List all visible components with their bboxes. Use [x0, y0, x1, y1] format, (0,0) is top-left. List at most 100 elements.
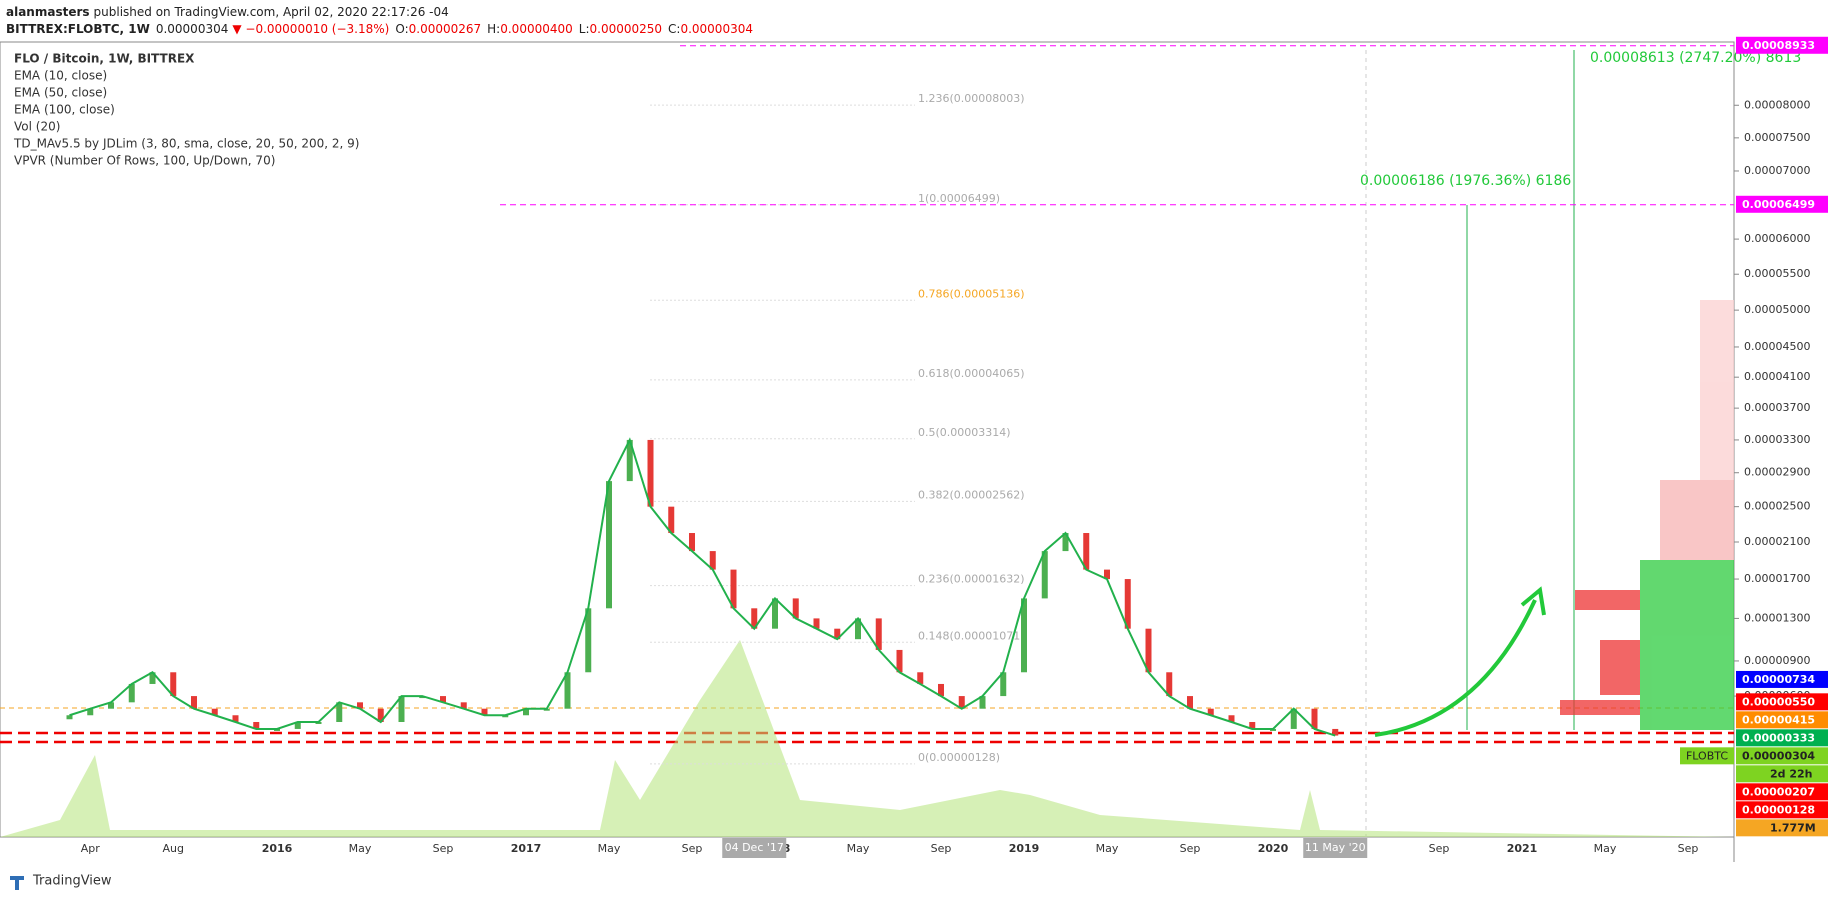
header-part: 0.00000250	[590, 22, 663, 36]
candle	[626, 439, 633, 482]
fib-label: 1(0.00006499)	[918, 192, 1000, 205]
candle	[813, 618, 820, 629]
price-badge	[1736, 711, 1828, 729]
price-badge	[1736, 783, 1828, 801]
legend-line: EMA (100, close)	[14, 103, 115, 117]
x-tick-label: 2016	[262, 842, 293, 855]
y-tick-label: 0.00001300	[1744, 611, 1810, 624]
price-badge	[1736, 729, 1828, 747]
price-badge	[1736, 819, 1828, 837]
y-tick-label: 0.00002900	[1744, 466, 1810, 479]
vp-up	[1640, 560, 1734, 730]
candle	[606, 481, 612, 609]
price-badge-label: 0.00000550	[1742, 695, 1815, 708]
candle	[938, 683, 944, 697]
time-flag-bg	[722, 838, 787, 858]
price-badge-label: 0.00000128	[1742, 803, 1815, 816]
vp-down	[1600, 640, 1640, 695]
price-badge-label: 0.00000734	[1742, 673, 1815, 686]
candle	[440, 696, 446, 703]
candle	[211, 708, 218, 716]
fib-label: 0.382(0.00002562)	[918, 488, 1025, 501]
candle	[232, 715, 239, 722]
x-tick-label: Sep	[931, 842, 952, 855]
x-tick-label: 2021	[1507, 842, 1538, 855]
candle	[689, 533, 695, 552]
x-tick-label: 2019	[1009, 842, 1040, 855]
candle	[377, 708, 384, 722]
candle	[772, 598, 778, 629]
volume-profile	[1560, 300, 1734, 730]
x-tick-label: Aug	[163, 842, 184, 855]
x-tick-label: Sep	[682, 842, 703, 855]
candle	[647, 439, 654, 507]
y-tick-label: 0.00003700	[1744, 401, 1810, 414]
header-part: BITTREX:FLOBTC, 1W	[6, 22, 150, 36]
y-tick-label: 0.00005500	[1744, 267, 1810, 280]
candle	[1041, 551, 1048, 599]
header-part: 0.00000304	[680, 22, 753, 36]
candle	[1021, 598, 1027, 673]
y-tick-label: 0.00002500	[1744, 500, 1810, 513]
candle	[460, 702, 467, 709]
candle	[66, 715, 73, 720]
price-badge	[1736, 36, 1828, 54]
legend-line: TD_MAv5.5 by JDLim (3, 80, sma, close, 2…	[13, 137, 359, 151]
header-part: H:	[487, 22, 500, 36]
candle	[1290, 708, 1297, 729]
header-part: alanmasters	[6, 5, 90, 19]
candle	[834, 628, 841, 640]
candle	[294, 721, 301, 729]
header-part: ▼ −0.00000010 (−3.18%)	[232, 22, 389, 36]
candle	[1000, 672, 1007, 697]
price-badge-label: 0.00008933	[1742, 39, 1815, 52]
x-tick-label: 2017	[511, 842, 542, 855]
header-part: 0.00000400	[500, 22, 573, 36]
candle	[357, 702, 363, 709]
time-flag: 04 Dec '17	[725, 841, 784, 854]
x-tick-label: Sep	[433, 842, 454, 855]
candle	[149, 672, 156, 684]
legend-line: FLO / Bitcoin, 1W, BITTREX	[14, 52, 195, 66]
arrow-head	[1520, 586, 1546, 616]
candle	[1145, 628, 1152, 673]
candle	[87, 708, 94, 716]
candle	[1332, 728, 1339, 736]
fib-label: 0(0.00000128)	[918, 751, 1000, 764]
candle	[253, 721, 260, 729]
candle	[523, 708, 529, 716]
vp-light	[1700, 300, 1734, 480]
legend-line: EMA (50, close)	[14, 86, 107, 100]
arrow	[1374, 599, 1537, 737]
y-tick-label: 0.00006000	[1744, 232, 1810, 245]
y-tick-label: 0.00007000	[1744, 164, 1810, 177]
price-badge	[1736, 693, 1828, 711]
legend-line: EMA (10, close)	[14, 69, 107, 83]
price-badge	[1736, 195, 1828, 213]
candle	[1311, 708, 1318, 729]
x-tick-label: May	[349, 842, 372, 855]
candle	[855, 618, 861, 640]
x-tick-label: May	[598, 842, 621, 855]
vp-down	[1575, 590, 1640, 610]
candle	[128, 683, 135, 703]
header-part: C:	[668, 22, 680, 36]
price-badge	[1736, 765, 1828, 783]
y-tick-label: 0.00004100	[1744, 370, 1810, 383]
candle	[1207, 708, 1214, 716]
candle	[398, 696, 405, 722]
candle	[792, 598, 799, 619]
price-badge	[1736, 801, 1828, 819]
symbol-line: BITTREX:FLOBTC, 1W 0.00000304 ▼ −0.0000001…	[6, 22, 753, 36]
brand: TradingView	[32, 874, 112, 889]
price-line	[69, 437, 1336, 737]
y-tick-label: 0.00000900	[1744, 654, 1810, 667]
legend-line: Vol (20)	[14, 120, 60, 134]
candle	[481, 708, 488, 716]
y-tick-label: 0.00007500	[1744, 131, 1810, 144]
y-tick-label: 0.00004500	[1744, 340, 1810, 353]
price-badge	[1736, 670, 1828, 688]
x-tick-label: May	[1096, 842, 1119, 855]
header-line: alanmasters published on TradingView.com,…	[6, 5, 449, 19]
